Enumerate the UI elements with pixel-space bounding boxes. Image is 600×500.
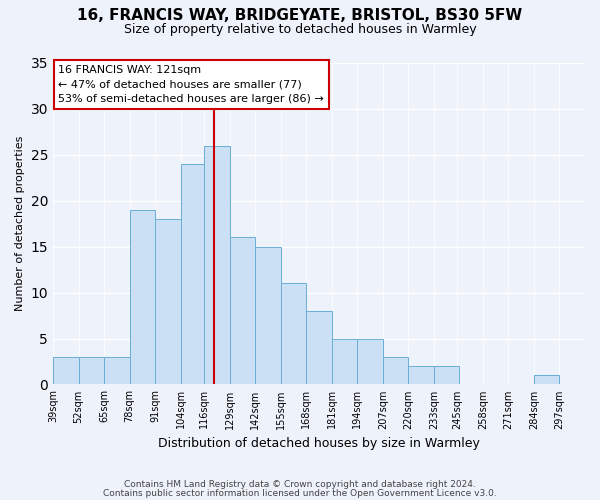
Bar bbox=[230, 238, 255, 384]
Y-axis label: Number of detached properties: Number of detached properties bbox=[15, 136, 25, 312]
Text: Contains public sector information licensed under the Open Government Licence v3: Contains public sector information licen… bbox=[103, 488, 497, 498]
Text: Contains HM Land Registry data © Crown copyright and database right 2024.: Contains HM Land Registry data © Crown c… bbox=[124, 480, 476, 489]
X-axis label: Distribution of detached houses by size in Warmley: Distribution of detached houses by size … bbox=[158, 437, 480, 450]
Bar bbox=[534, 375, 559, 384]
Bar bbox=[204, 146, 230, 384]
Text: 16, FRANCIS WAY, BRIDGEYATE, BRISTOL, BS30 5FW: 16, FRANCIS WAY, BRIDGEYATE, BRISTOL, BS… bbox=[77, 8, 523, 22]
Text: Size of property relative to detached houses in Warmley: Size of property relative to detached ho… bbox=[124, 22, 476, 36]
Bar bbox=[434, 366, 460, 384]
Bar bbox=[79, 357, 104, 384]
Bar bbox=[104, 357, 130, 384]
Bar bbox=[357, 338, 383, 384]
Text: 16 FRANCIS WAY: 121sqm
← 47% of detached houses are smaller (77)
53% of semi-det: 16 FRANCIS WAY: 121sqm ← 47% of detached… bbox=[58, 64, 324, 104]
Bar bbox=[409, 366, 434, 384]
Bar bbox=[332, 338, 357, 384]
Bar bbox=[53, 357, 79, 384]
Bar bbox=[130, 210, 155, 384]
Bar bbox=[255, 246, 281, 384]
Bar bbox=[383, 357, 409, 384]
Bar bbox=[155, 219, 181, 384]
Bar bbox=[306, 311, 332, 384]
Bar bbox=[181, 164, 206, 384]
Bar bbox=[281, 284, 306, 384]
